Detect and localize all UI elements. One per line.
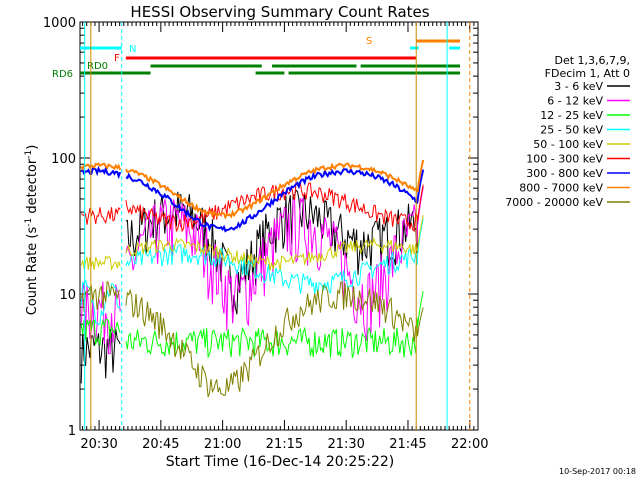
legend-entry-label: 7000 - 20000 keV (505, 196, 603, 209)
footer-timestamp: 10-Sep-2017 00:18 (559, 467, 636, 476)
x-axis: 20:30 20:45 21:00 21:15 21:30 21:45 22:00 (80, 22, 488, 452)
legend: Det 1,3,6,7,9,FDecim 1, Att 03 - 6 keV 6 … (505, 54, 630, 209)
series-line (80, 165, 425, 233)
legend-header: FDecim 1, Att 0 (545, 67, 630, 80)
legend-entry-label: 12 - 25 keV (540, 109, 603, 122)
x-tick-label: 21:45 (389, 437, 426, 452)
legend-entry-label: 100 - 300 keV (526, 153, 603, 166)
legend-entry-label: 6 - 12 keV (547, 95, 603, 108)
vline-layer (84, 22, 471, 430)
flag-label: RD6 (52, 69, 73, 80)
x-tick-label: 21:15 (266, 437, 303, 452)
y-tick-label: 1 (68, 424, 76, 439)
series-line (80, 180, 424, 233)
plot-area (79, 21, 479, 431)
legend-entry-label: 25 - 50 keV (540, 124, 603, 137)
flag-label: RD0 (87, 61, 108, 72)
legend-entry-label: 3 - 6 keV (554, 80, 603, 93)
series-line (80, 218, 424, 326)
y-tick-label: 10 (59, 288, 76, 303)
x-axis-label: Start Time (16-Dec-14 20:25:22) (166, 454, 394, 470)
legend-header: Det 1,3,6,7,9, (554, 54, 630, 67)
flag-label: S (366, 36, 372, 47)
x-tick-label: 21:30 (327, 437, 364, 452)
legend-entry-label: 50 - 100 keV (533, 138, 603, 151)
legend-entry-label: 800 - 7000 keV (519, 182, 603, 195)
legend-entry-label: 300 - 800 keV (526, 167, 603, 180)
x-tick-label: 22:00 (451, 437, 488, 452)
y-tick-label: 100 (51, 152, 76, 167)
flag-label: F (114, 53, 120, 64)
x-tick-label: 20:30 (80, 437, 117, 452)
y-axis-label: Count Rate (s-1 detector-1) (24, 145, 40, 316)
series-line (80, 186, 424, 384)
series-layer (80, 159, 425, 398)
x-tick-label: 21:00 (204, 437, 241, 452)
y-tick-label: 1000 (43, 16, 76, 31)
chart-title: HESSI Observing Summary Count Rates (130, 3, 429, 21)
x-tick-label: 20:45 (142, 437, 179, 452)
series-line (80, 280, 424, 398)
series-line (80, 215, 424, 272)
plot-frame (79, 21, 479, 431)
y-axis: 1 10 100 1000 (43, 16, 478, 439)
series-line (80, 159, 425, 220)
flag-layer: NF S RD0 RD6 (52, 36, 460, 80)
flag-label: N (129, 44, 136, 55)
